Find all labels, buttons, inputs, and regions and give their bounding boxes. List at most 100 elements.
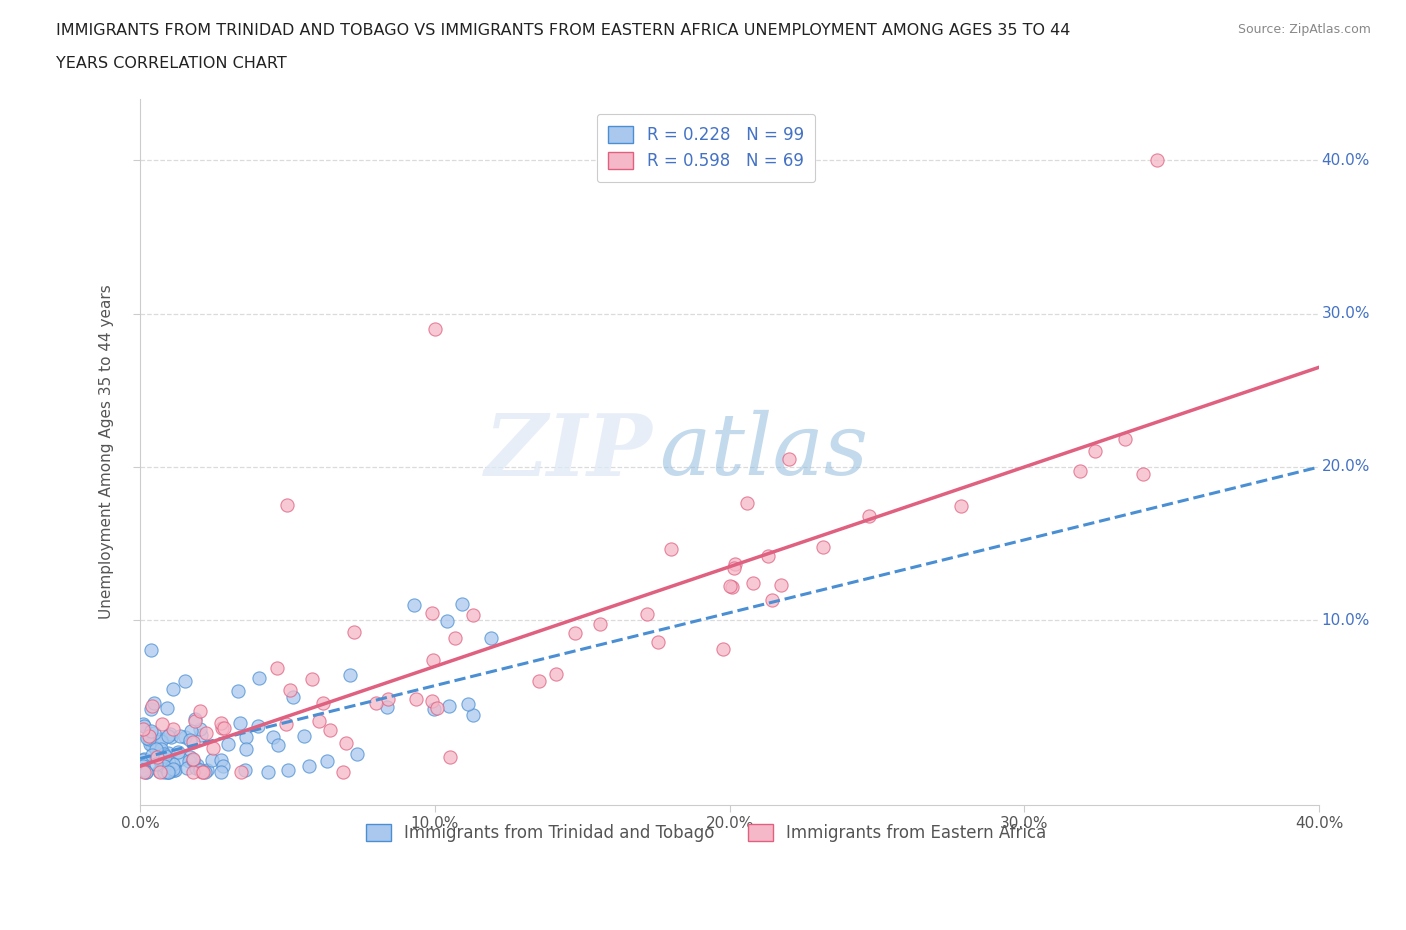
Point — [150, 716, 173, 731]
Point — [316, 753, 339, 768]
Point — [153, 749, 176, 764]
Point — [135, 731, 157, 746]
Point — [479, 631, 502, 645]
Point — [301, 671, 323, 686]
Point — [756, 549, 779, 564]
Point — [211, 764, 233, 779]
Point — [298, 758, 321, 773]
Point — [201, 752, 224, 767]
Point — [217, 737, 239, 751]
Point — [165, 763, 187, 777]
Text: ZIP: ZIP — [485, 410, 652, 493]
Point — [262, 730, 284, 745]
Point — [778, 452, 800, 467]
Point — [153, 764, 176, 779]
Point — [405, 691, 427, 706]
Point — [257, 764, 280, 779]
Point — [426, 700, 449, 715]
Point — [188, 722, 211, 737]
Point — [162, 756, 184, 771]
Text: IMMIGRANTS FROM TRINIDAD AND TOBAGO VS IMMIGRANTS FROM EASTERN AFRICA UNEMPLOYME: IMMIGRANTS FROM TRINIDAD AND TOBAGO VS I… — [56, 23, 1070, 38]
Point — [544, 667, 567, 682]
Point — [718, 578, 741, 593]
Point — [156, 745, 179, 760]
Point — [247, 718, 270, 733]
Point — [186, 761, 208, 776]
Point — [132, 716, 155, 731]
Point — [132, 759, 155, 774]
Point — [159, 730, 181, 745]
Point — [292, 728, 315, 743]
Point — [141, 737, 163, 752]
Point — [194, 726, 217, 741]
Point — [142, 732, 165, 747]
Point — [214, 721, 236, 736]
Point — [163, 763, 186, 777]
Point — [420, 605, 443, 620]
Point — [159, 726, 181, 741]
Point — [212, 759, 235, 774]
Point — [166, 745, 188, 760]
Point — [191, 764, 214, 779]
Point — [735, 496, 758, 511]
Point — [636, 606, 658, 621]
Point — [176, 761, 198, 776]
Text: 10.0%: 10.0% — [1322, 613, 1369, 628]
Point — [156, 764, 179, 778]
Point — [162, 762, 184, 777]
Point — [149, 754, 172, 769]
Point — [277, 763, 299, 777]
Point — [183, 713, 205, 728]
Point — [950, 498, 973, 513]
Point — [211, 720, 233, 735]
Text: 20.0%: 20.0% — [1322, 459, 1369, 474]
Point — [183, 711, 205, 726]
Legend: Immigrants from Trinidad and Tobago, Immigrants from Eastern Africa: Immigrants from Trinidad and Tobago, Imm… — [359, 817, 1053, 849]
Point — [149, 764, 172, 779]
Point — [281, 689, 304, 704]
Point — [761, 592, 783, 607]
Point — [1114, 432, 1136, 446]
Point — [235, 741, 257, 756]
Point — [135, 764, 157, 779]
Point — [141, 748, 163, 763]
Point — [711, 642, 734, 657]
Point — [461, 708, 484, 723]
Point — [647, 634, 669, 649]
Point — [191, 764, 214, 779]
Point — [132, 763, 155, 777]
Point — [145, 750, 167, 764]
Point — [335, 736, 357, 751]
Text: 30.0%: 30.0% — [1322, 306, 1369, 321]
Point — [723, 561, 745, 576]
Point — [156, 701, 179, 716]
Point — [132, 751, 155, 766]
Point — [343, 624, 366, 639]
Point — [457, 697, 479, 711]
Point — [142, 696, 165, 711]
Point — [276, 498, 298, 512]
Point — [149, 741, 172, 756]
Point — [377, 691, 399, 706]
Point — [461, 607, 484, 622]
Point — [188, 763, 211, 777]
Point — [209, 752, 232, 767]
Point — [229, 764, 252, 779]
Point — [233, 762, 256, 777]
Point — [724, 556, 747, 571]
Point — [190, 728, 212, 743]
Point — [312, 696, 335, 711]
Point — [156, 764, 179, 779]
Point — [138, 731, 160, 746]
Point — [183, 735, 205, 750]
Point — [721, 579, 744, 594]
Point — [186, 757, 208, 772]
Point — [437, 698, 460, 713]
Text: Source: ZipAtlas.com: Source: ZipAtlas.com — [1237, 23, 1371, 36]
Point — [564, 626, 586, 641]
Point — [145, 749, 167, 764]
Point — [134, 718, 156, 733]
Point — [339, 668, 361, 683]
Point — [377, 700, 399, 715]
Point — [659, 542, 682, 557]
